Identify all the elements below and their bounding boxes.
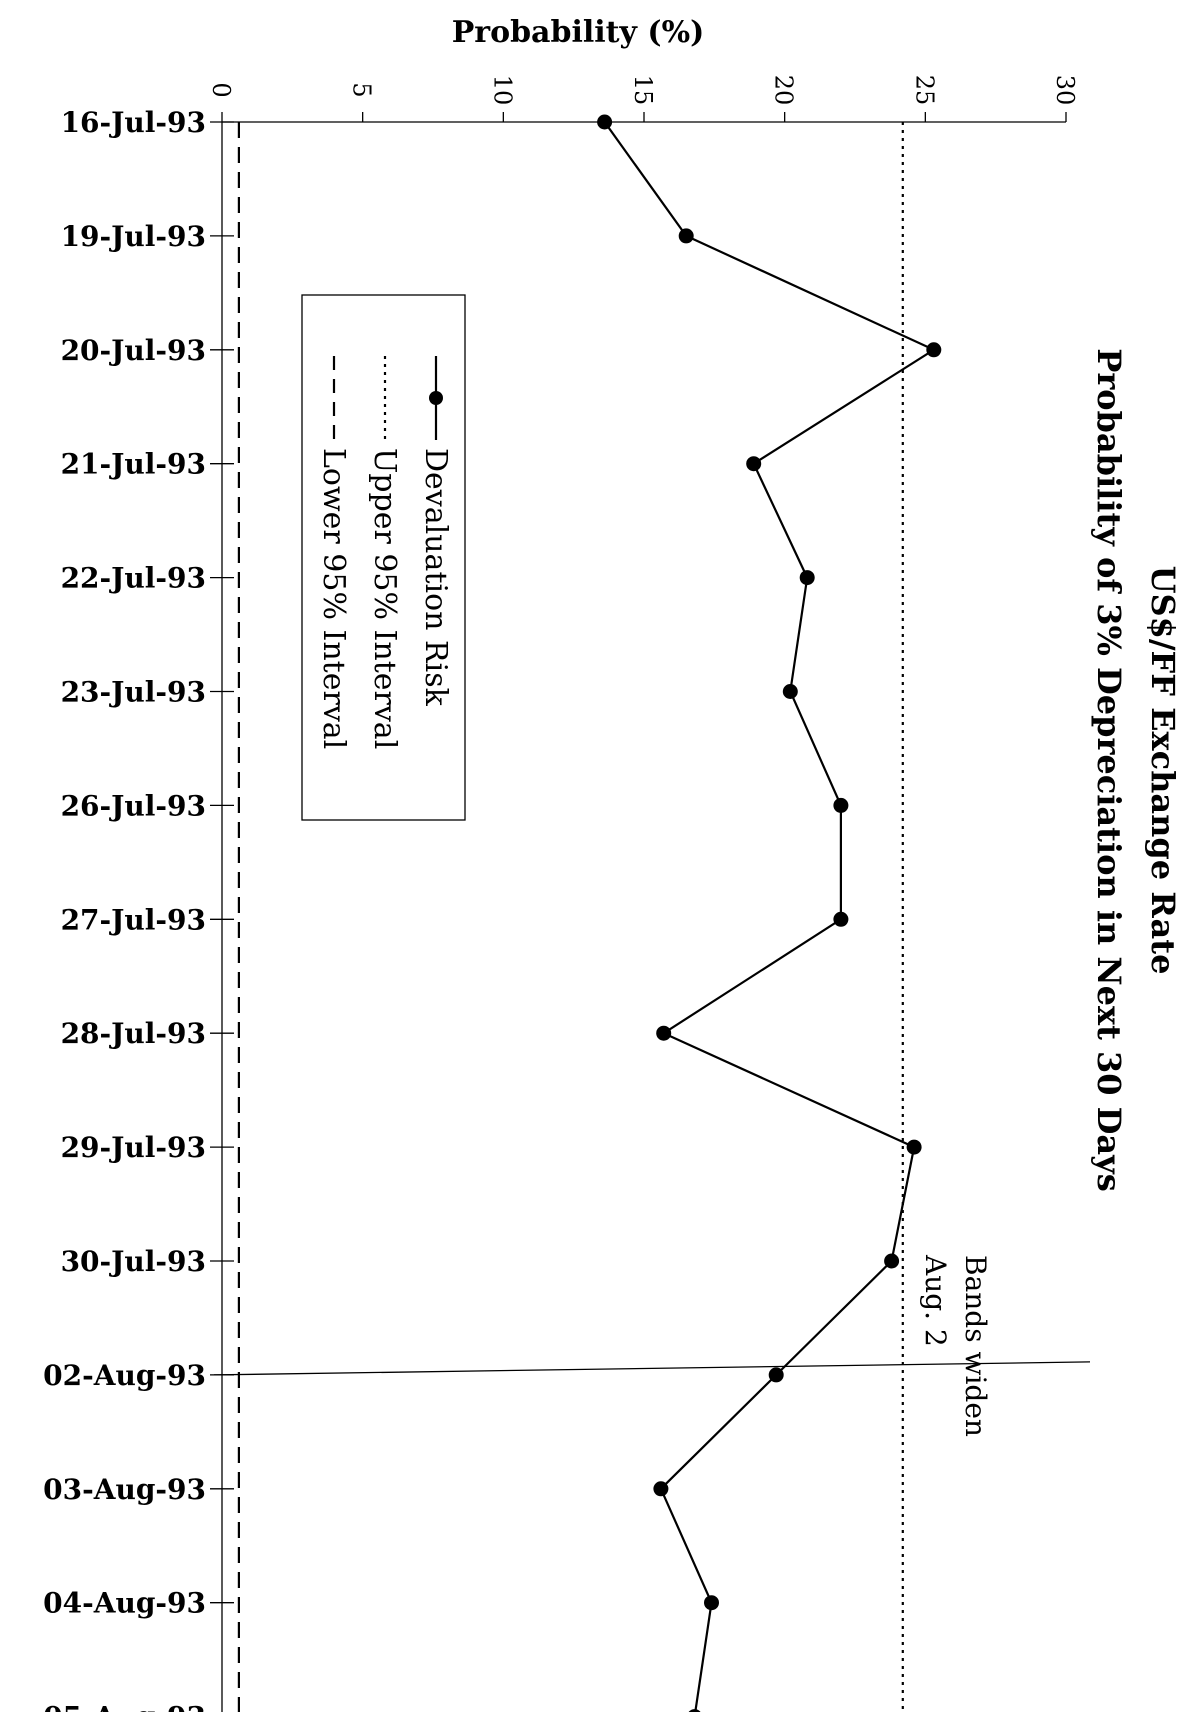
legend-item-upper-interval: Upper 95% Interval (367, 356, 402, 749)
annotation-text-line2: Aug. 2 (919, 1254, 952, 1347)
category-label: 19-Jul-93 (61, 220, 206, 253)
value-tick-label: 30 (1051, 75, 1079, 106)
data-point (833, 911, 849, 927)
category-label: 29-Jul-93 (61, 1131, 206, 1164)
data-point (704, 1595, 719, 1611)
category-label: 30-Jul-93 (61, 1245, 206, 1278)
axes: 0 5 10 15 20 25 30 16-Jul-93 19-Jul-93 20-Jul-93 2… (43, 75, 1079, 1712)
value-tick-label: 25 (910, 75, 938, 106)
data-point (906, 1139, 922, 1155)
category-label: 16-Jul-93 (61, 106, 206, 139)
legend-box (301, 294, 466, 821)
series-line-devaluation-risk (603, 121, 937, 1712)
value-tick-label: 10 (488, 75, 516, 106)
data-point (656, 1025, 672, 1041)
legend-label-lower-interval: Lower 95% Interval (316, 448, 351, 749)
legend-label-upper-interval: Upper 95% Interval (367, 448, 402, 749)
data-point (688, 1709, 701, 1712)
data-point (799, 570, 815, 586)
chart-title: US$/FF Exchange Rate (1144, 566, 1182, 975)
annotation: Bands widen Aug. 2 (213, 1254, 1091, 1437)
data-point (833, 797, 849, 813)
category-label: 23-Jul-93 (61, 676, 206, 709)
legend-marker (429, 391, 443, 405)
annotation-text-line1: Bands widen (959, 1255, 992, 1437)
data-point (926, 342, 942, 358)
value-tick-label: 5 (348, 82, 376, 97)
category-label: 20-Jul-93 (61, 334, 206, 367)
category-label: 02-Aug-93 (43, 1359, 206, 1392)
data-point (768, 1367, 784, 1383)
annotation-line (213, 1361, 1091, 1376)
category-label: 26-Jul-93 (61, 789, 206, 822)
markers (597, 114, 942, 1712)
data-point (653, 1481, 669, 1497)
value-tick-label: 15 (629, 75, 657, 106)
value-tick-label: 20 (770, 75, 798, 106)
category-label: 03-Aug-93 (43, 1473, 206, 1506)
legend-label-devaluation-risk: Devaluation Risk (418, 448, 453, 707)
data-point (746, 456, 762, 472)
chart-subtitle: Probability of 3% Depreciation in Next 3… (1090, 348, 1128, 1192)
data-point (884, 1253, 900, 1269)
data-point (678, 228, 694, 244)
category-label: 21-Jul-93 (61, 448, 206, 481)
data-point (782, 684, 798, 699)
category-label: 22-Jul-93 (61, 562, 206, 595)
category-label: 04-Aug-93 (43, 1587, 206, 1620)
legend-item-lower-interval: Lower 95% Interval (316, 356, 351, 749)
data-point (597, 114, 613, 130)
legend-item-devaluation-risk: Devaluation Risk (418, 356, 453, 707)
legend: Devaluation Risk Upper 95% Interval Lowe… (301, 294, 466, 821)
category-label: 28-Jul-93 (61, 1017, 206, 1050)
value-tick-label: 0 (207, 82, 235, 97)
y-axis-title: Probability (%) (452, 15, 705, 50)
category-label: 27-Jul-93 (61, 903, 206, 936)
category-label: 05-Aug-93 (43, 1701, 206, 1712)
